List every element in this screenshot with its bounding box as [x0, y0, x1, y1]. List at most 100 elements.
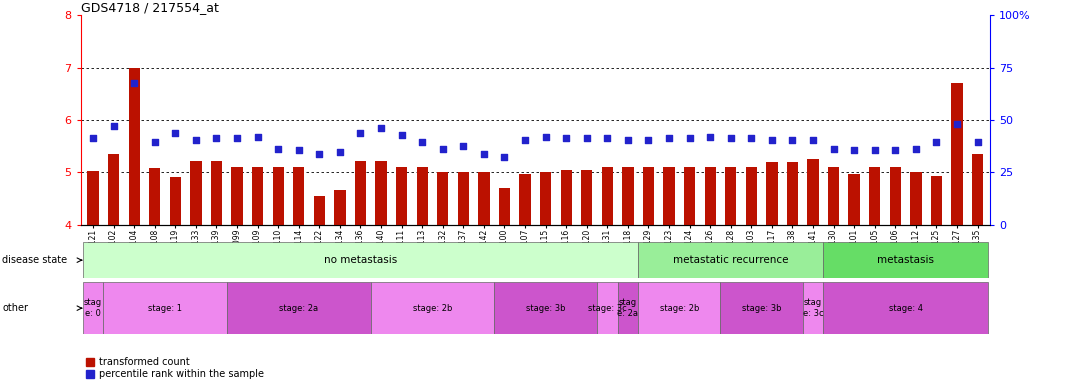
Bar — [211, 161, 222, 225]
Bar — [951, 83, 963, 225]
Text: stage: 3b: stage: 3b — [741, 304, 781, 313]
Bar — [128, 68, 140, 225]
Text: stage: 3b: stage: 3b — [526, 304, 565, 313]
Text: stage: 2a: stage: 2a — [279, 304, 318, 313]
Bar — [705, 167, 716, 225]
Point — [742, 135, 760, 141]
Point — [208, 135, 225, 141]
Point — [413, 139, 430, 145]
Bar — [170, 177, 181, 225]
Bar — [931, 176, 943, 225]
Bar — [638, 282, 721, 334]
Text: stage: 1: stage: 1 — [148, 304, 182, 313]
Bar — [83, 282, 103, 334]
Bar — [766, 162, 778, 225]
Bar — [227, 282, 371, 334]
Bar — [314, 196, 325, 225]
Bar — [499, 188, 510, 225]
Bar — [849, 174, 860, 225]
Bar — [87, 171, 99, 225]
Point — [557, 135, 575, 141]
Bar — [721, 282, 803, 334]
Text: stag
e: 2a: stag e: 2a — [618, 298, 638, 318]
Point — [455, 143, 472, 149]
Bar — [108, 154, 119, 225]
Bar — [827, 167, 839, 225]
Bar — [520, 174, 530, 225]
Text: stage: 2b: stage: 2b — [660, 304, 699, 313]
Bar — [803, 282, 823, 334]
Point — [187, 137, 204, 143]
Bar — [910, 172, 921, 225]
Bar — [561, 170, 571, 225]
Bar — [150, 168, 160, 225]
Point — [105, 123, 123, 129]
Bar — [642, 167, 654, 225]
Bar — [725, 167, 736, 225]
Bar — [869, 167, 880, 225]
Bar — [355, 161, 366, 225]
Point — [578, 135, 595, 141]
Point — [537, 134, 554, 140]
Bar — [664, 167, 675, 225]
Text: disease state: disease state — [2, 255, 68, 265]
Bar — [494, 282, 597, 334]
Point — [598, 135, 615, 141]
Bar — [376, 161, 386, 225]
Bar — [618, 282, 638, 334]
Point — [270, 146, 287, 152]
Text: stag
e: 0: stag e: 0 — [84, 298, 102, 318]
Bar — [103, 282, 227, 334]
Text: stage: 4: stage: 4 — [889, 304, 922, 313]
Point — [167, 130, 184, 136]
Bar — [622, 167, 634, 225]
Text: metastatic recurrence: metastatic recurrence — [672, 255, 789, 265]
Point — [516, 137, 534, 143]
Point — [783, 137, 801, 143]
Bar — [272, 167, 284, 225]
Point — [763, 137, 780, 143]
Bar — [540, 172, 551, 225]
Point — [969, 139, 987, 145]
Point — [291, 147, 308, 154]
Bar — [890, 167, 901, 225]
Bar — [823, 242, 988, 278]
Point — [907, 146, 924, 152]
Point — [866, 147, 883, 154]
Text: stag
e: 3c: stag e: 3c — [803, 298, 823, 318]
Point — [722, 135, 739, 141]
Point — [948, 121, 965, 127]
Point — [846, 147, 863, 154]
Text: stage: 3c: stage: 3c — [587, 304, 626, 313]
Point — [146, 139, 164, 146]
Bar — [190, 161, 201, 225]
Bar — [684, 167, 695, 225]
Bar — [478, 172, 490, 225]
Point — [331, 149, 349, 156]
Bar — [972, 154, 983, 225]
Legend: transformed count, percentile rank within the sample: transformed count, percentile rank withi… — [86, 357, 265, 379]
Point — [393, 132, 410, 138]
Bar — [601, 167, 613, 225]
Point — [496, 154, 513, 160]
Point — [640, 137, 657, 143]
Bar — [416, 167, 428, 225]
Point — [434, 146, 451, 152]
Text: stage: 2b: stage: 2b — [413, 304, 452, 313]
Text: other: other — [2, 303, 28, 313]
Point — [476, 151, 493, 157]
Bar — [746, 167, 756, 225]
Point — [249, 134, 266, 140]
Bar — [231, 167, 243, 225]
Text: metastasis: metastasis — [877, 255, 934, 265]
Point — [702, 134, 719, 140]
Bar — [638, 242, 823, 278]
Bar — [457, 172, 469, 225]
Point — [805, 137, 822, 143]
Bar — [396, 167, 407, 225]
Point — [681, 135, 698, 141]
Point — [661, 135, 678, 141]
Bar — [787, 162, 798, 225]
Point — [84, 135, 101, 141]
Bar — [83, 242, 638, 278]
